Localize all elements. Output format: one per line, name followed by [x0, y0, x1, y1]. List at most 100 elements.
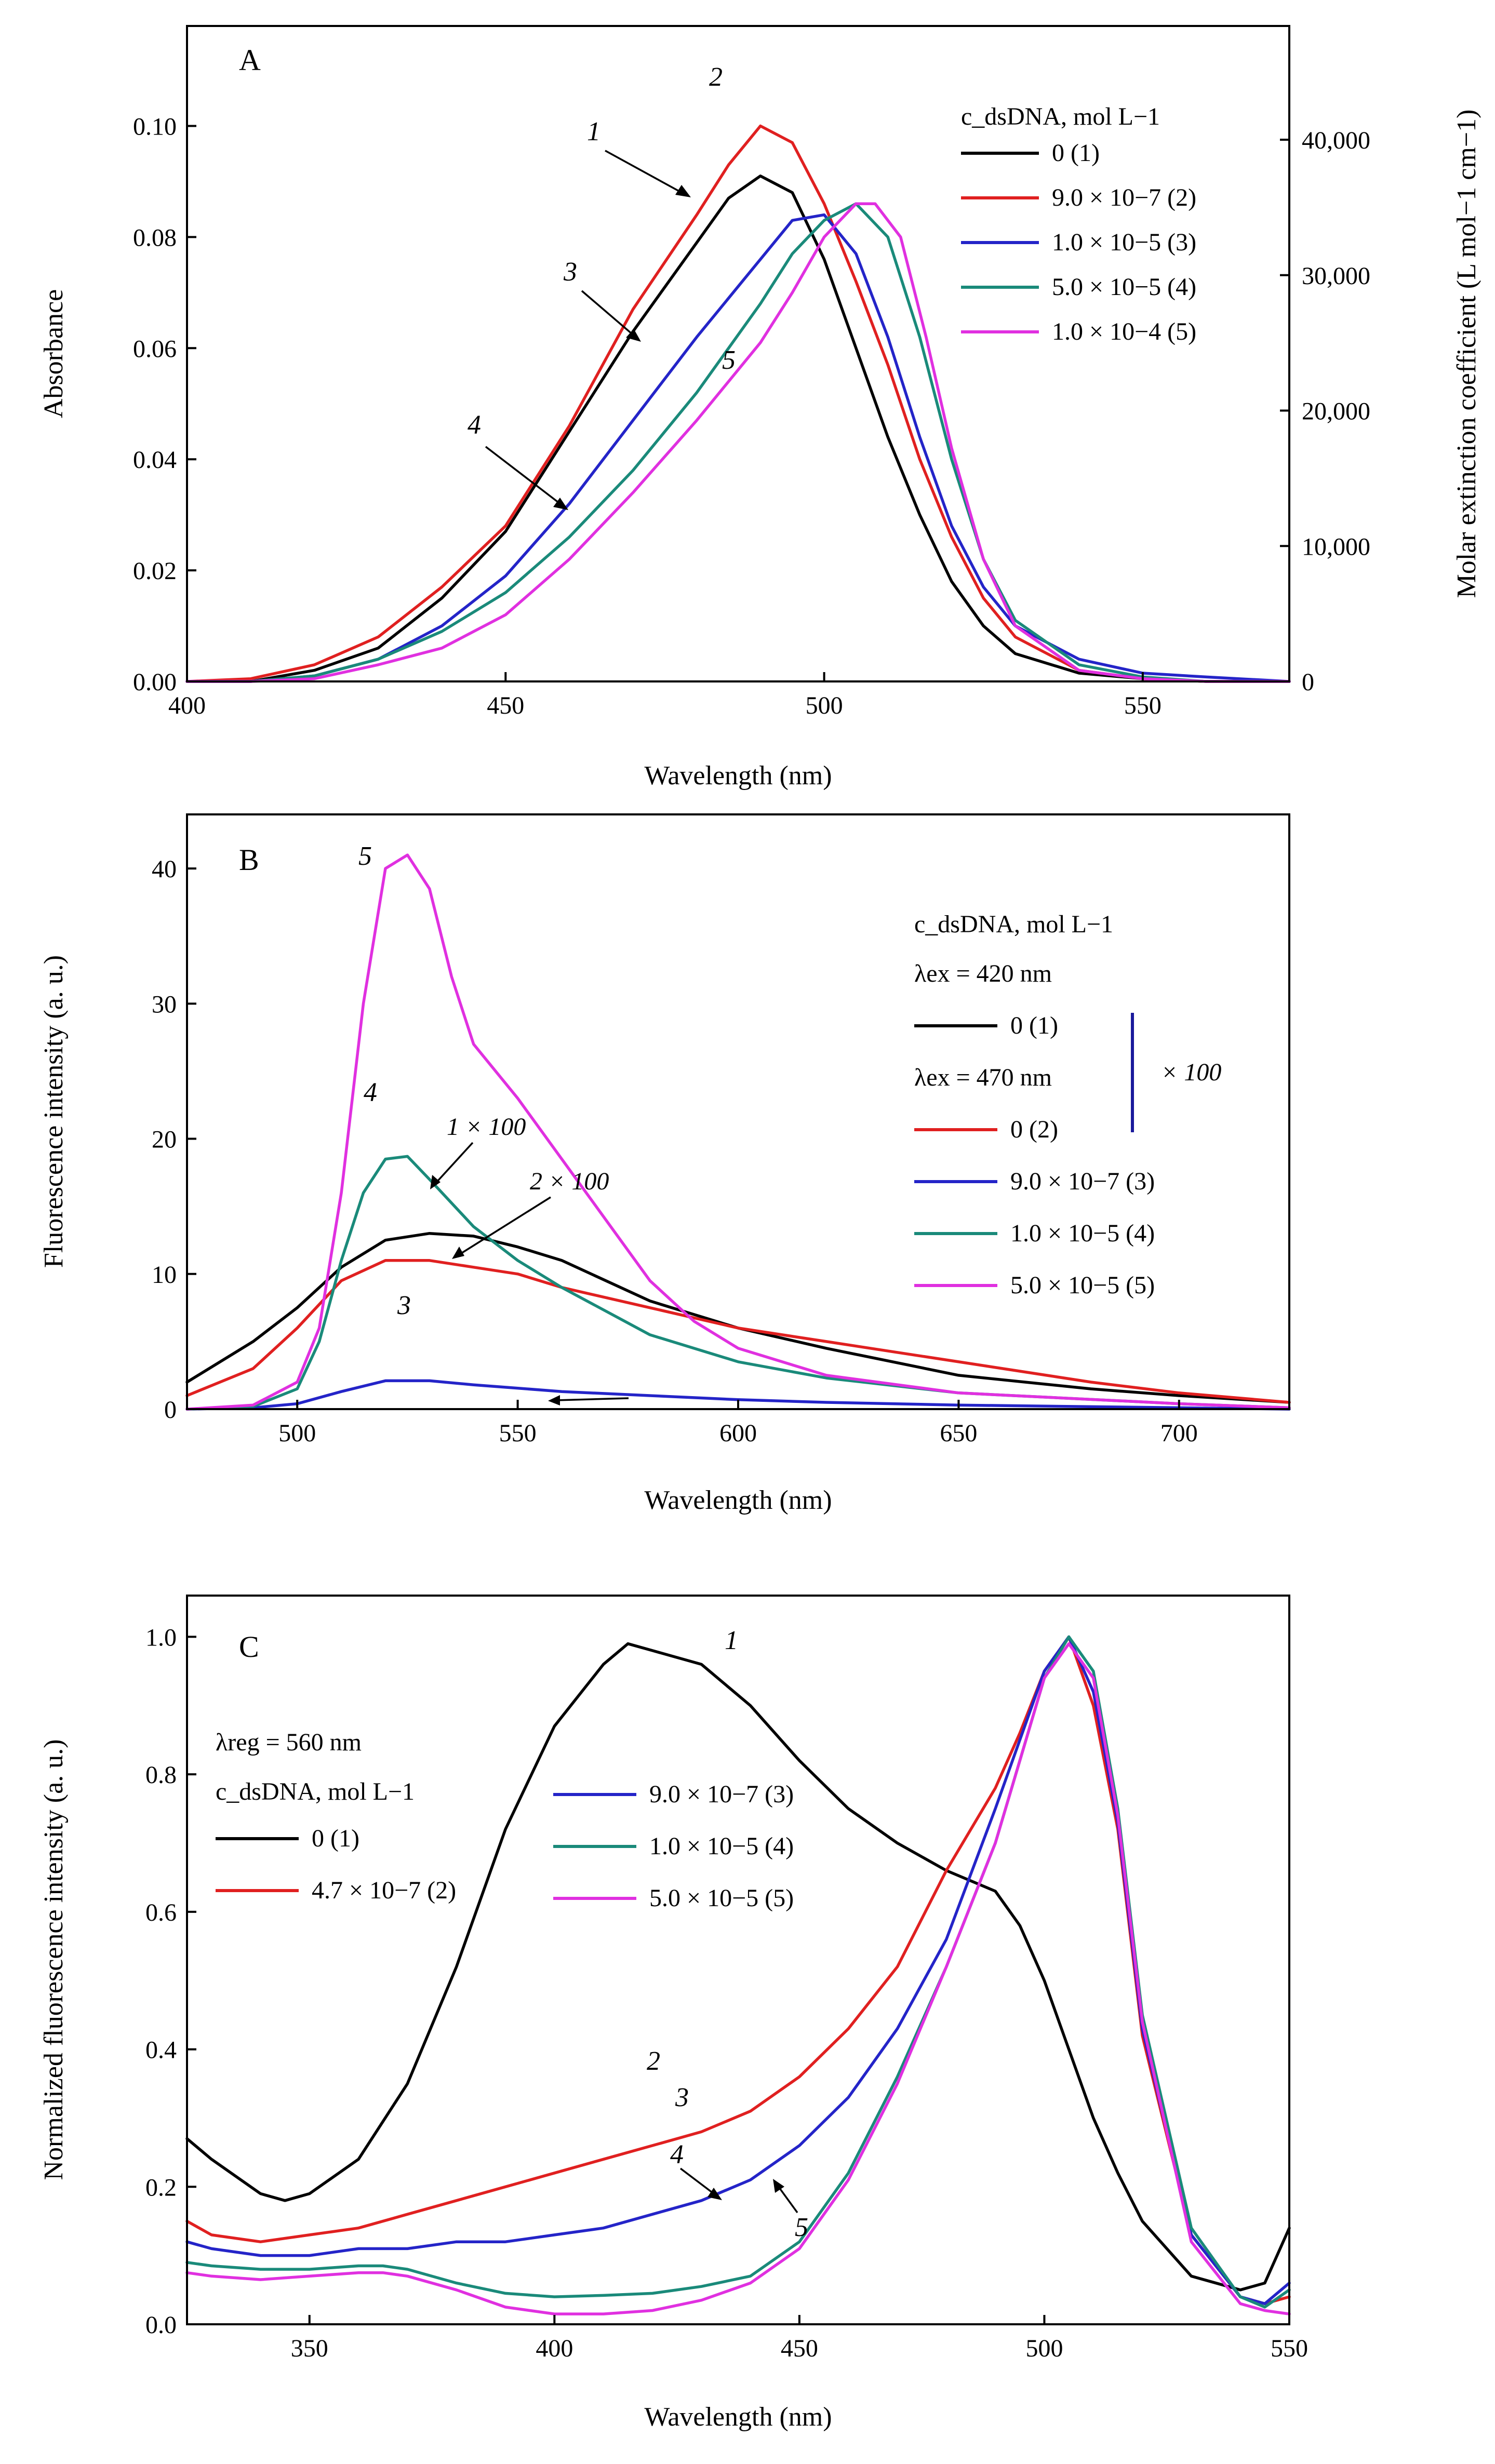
panel-c-chart: 350 400 450 500 550 0.0 0.2 0.4 0.6 0.8 1.0 C Wav… — [39, 1595, 1308, 2432]
panel-c-x-tick-label: 450 — [781, 2335, 818, 2362]
panel-a-y-tick-label: 0.08 — [133, 224, 177, 251]
panel-b-letter: B — [239, 843, 259, 877]
panel-a-y2-tick-label: 20,000 — [1302, 398, 1370, 425]
panel-b-y-tick-label: 10 — [152, 1261, 177, 1289]
panel-a-curves — [185, 124, 1291, 683]
panel-b-x-tick-label: 550 — [499, 1420, 537, 1447]
panel-a-x-tick-label: 500 — [806, 692, 843, 719]
panel-b-legend-label-2: 0 (2) — [1010, 1116, 1058, 1143]
panel-c-series-5 — [185, 1642, 1291, 2315]
panel-a-y-tick-label: 0.02 — [133, 557, 177, 585]
panel-a-y-ticks: 0.00 0.02 0.04 0.06 0.08 0.10 — [133, 113, 196, 696]
panel-b-curve-label-5: 5 — [358, 841, 372, 871]
panel-c-y-tick-label: 0.8 — [145, 1761, 177, 1789]
panel-b-curve-label-4: 4 — [364, 1078, 377, 1107]
panel-c-x-ticks: 350 400 450 500 550 — [291, 2315, 1308, 2362]
panel-b-ylabel: Fluorescence intensity (a. u.) — [39, 955, 69, 1268]
panel-a-curve-label-5: 5 — [722, 345, 736, 375]
panel-c-legend-reg: λreg = 560 nm — [216, 1729, 362, 1756]
panel-b-arrow-3 — [555, 1397, 629, 1401]
panel-c-letter: C — [239, 1630, 259, 1664]
panel-a-y-tick-label: 0.10 — [133, 113, 177, 141]
panel-c-ylabel: Normalized fluorescence intensity (a. u.… — [39, 1739, 69, 2180]
panel-a-x-tick-label: 550 — [1124, 692, 1162, 719]
panel-a-y2-tick-label: 0 — [1302, 668, 1314, 696]
panel-b-legend: c_dsDNA, mol L−1 λex = 420 nm λex = 470 … — [914, 910, 1221, 1299]
panel-c-y-tick-label: 0.0 — [145, 2311, 177, 2339]
panel-c-curve-label-4: 4 — [670, 2140, 684, 2170]
panel-a-arrowhead-1 — [675, 185, 691, 197]
panel-b-y-ticks: 0 10 20 30 40 — [152, 855, 196, 1424]
panel-b-x-tick-label: 600 — [719, 1420, 757, 1447]
panel-a-y-tick-label: 0.00 — [133, 668, 177, 696]
panel-a-arrow-4 — [485, 446, 565, 507]
panel-a-x-tick-label: 400 — [168, 692, 206, 719]
panel-c-y-tick-label: 0.6 — [145, 1899, 177, 1926]
panel-a-arrowhead-3 — [626, 329, 641, 342]
panel-a-curve-label-4: 4 — [468, 410, 481, 440]
panel-b-xlabel: Wavelength (nm) — [644, 1485, 832, 1515]
panel-b-series-2 — [185, 1259, 1291, 1404]
panel-b-x-tick-label: 700 — [1160, 1420, 1198, 1447]
panel-b-legend-label-3: 9.0 × 10−7 (3) — [1010, 1168, 1155, 1195]
panel-c-legend-label-2: 4.7 × 10−7 (2) — [312, 1877, 456, 1904]
panel-a-legend-label-1: 0 (1) — [1052, 139, 1100, 167]
panel-b-scale-note: × 100 — [1161, 1059, 1221, 1086]
panel-b-legend-label-5: 5.0 × 10−5 (5) — [1010, 1271, 1155, 1299]
panel-a-frame — [186, 25, 1290, 682]
panel-b-x-tick-label: 500 — [278, 1420, 316, 1447]
panel-a-y2-tick-label: 40,000 — [1302, 127, 1370, 154]
panel-a-y2-tick-label: 10,000 — [1302, 533, 1370, 560]
panel-a-ylabel: Absorbance — [39, 289, 69, 418]
panel-b-frame — [186, 813, 1290, 1410]
panel-c-series-1 — [185, 1642, 1291, 2292]
panel-a-legend-label-4: 5.0 × 10−5 (4) — [1052, 273, 1196, 301]
panel-a-x-tick-label: 450 — [487, 692, 524, 719]
panel-c-y-tick-label: 0.2 — [145, 2174, 177, 2201]
panel-a-legend-title: c_dsDNA, mol L−1 — [961, 103, 1160, 130]
panel-c-xlabel: Wavelength (nm) — [644, 2402, 832, 2432]
panel-c-legend-label-1: 0 (1) — [312, 1825, 359, 1852]
panel-a-y2-ticks: 0 10,000 20,000 30,000 40,000 — [1280, 127, 1370, 696]
panel-c-y-tick-label: 0.4 — [145, 2037, 177, 2064]
panel-b-series-5 — [185, 853, 1291, 1411]
panel-a-y-tick-label: 0.04 — [133, 446, 177, 474]
panel-b-arrowhead-1 — [430, 1175, 441, 1189]
panel-b-series-4 — [185, 1155, 1291, 1411]
panel-c-arrowhead-4 — [708, 2188, 722, 2200]
panel-b-annot-1x100: 1 × 100 — [447, 1113, 526, 1141]
panel-a-series-5 — [185, 202, 1291, 683]
panel-b-y-tick-label: 0 — [164, 1396, 177, 1424]
panel-c-curve-label-5: 5 — [795, 2213, 808, 2242]
panel-a-legend: c_dsDNA, mol L−1 0 (1) 9.0 × 10−7 (2) 1.0 … — [961, 103, 1196, 345]
panel-a-arrow-3 — [581, 290, 637, 339]
panel-b-y-tick-label: 40 — [152, 855, 177, 883]
panel-a-legend-label-2: 9.0 × 10−7 (2) — [1052, 184, 1196, 211]
panel-a-legend-items: 0 (1) 9.0 × 10−7 (2) 1.0 × 10−5 (3) 5.0 × 1… — [961, 139, 1196, 345]
panel-b-arrow-1 — [433, 1142, 474, 1186]
panel-b-series-3 — [185, 1379, 1291, 1411]
panel-b-legend-ex1: λex = 420 nm — [914, 960, 1052, 987]
panel-a-x-ticks: 400 450 500 550 — [168, 672, 1162, 719]
panel-c-x-tick-label: 500 — [1025, 2335, 1063, 2362]
panel-c-x-tick-label: 550 — [1271, 2335, 1308, 2362]
panel-c-legend-label-3: 9.0 × 10−7 (3) — [649, 1780, 794, 1808]
panel-a-y-tick-label: 0.06 — [133, 335, 177, 363]
panel-b-x-tick-label: 650 — [940, 1420, 977, 1447]
panel-a-curve-label-2: 2 — [709, 62, 723, 92]
panel-c-y-ticks: 0.0 0.2 0.4 0.6 0.8 1.0 — [145, 1624, 196, 2339]
panel-c-curves — [185, 1635, 1291, 2315]
panel-b-arrow-2 — [457, 1196, 551, 1257]
panel-b-y-tick-label: 30 — [152, 990, 177, 1018]
panel-a-series-2 — [185, 124, 1291, 683]
panel-c-x-tick-label: 350 — [291, 2335, 328, 2362]
panel-c-legend-label-4: 1.0 × 10−5 (4) — [649, 1832, 794, 1860]
panel-c-legend-label-5: 5.0 × 10−5 (5) — [649, 1884, 794, 1912]
panel-c-y-tick-label: 1.0 — [145, 1624, 177, 1651]
panel-a-legend-label-5: 1.0 × 10−4 (5) — [1052, 318, 1196, 345]
panel-b-curves — [185, 853, 1291, 1411]
panel-b-legend-ex2: λex = 470 nm — [914, 1064, 1052, 1091]
panel-c-curve-label-2: 2 — [647, 2046, 660, 2076]
panel-c-arrowhead-5 — [773, 2179, 784, 2193]
